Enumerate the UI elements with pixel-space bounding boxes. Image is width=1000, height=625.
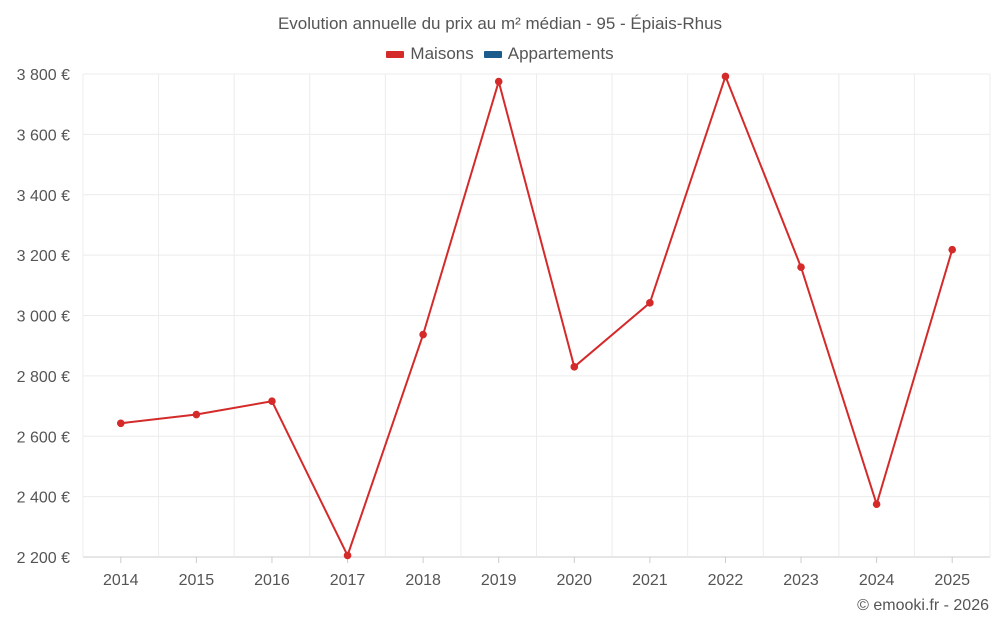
y-tick-label: 2 600 € [17,429,70,446]
x-tick-label: 2016 [254,572,290,589]
data-point [948,245,957,254]
x-tick-label: 2019 [481,572,517,589]
x-tick-label: 2021 [632,572,668,589]
y-tick-label: 2 800 € [17,369,70,386]
data-point [646,299,654,307]
data-point [116,419,125,428]
legend-label-appartements: Appartements [507,44,614,63]
x-tick-label: 2017 [330,572,366,589]
y-tick-label: 2 200 € [17,550,70,567]
x-tick-label: 2018 [405,572,441,589]
data-point [872,500,881,508]
data-point [343,551,352,560]
x-tick-label: 2025 [934,572,970,589]
credit-text: © emooki.fr - 2026 [857,597,989,614]
x-tick-label: 2022 [708,572,744,589]
x-tick-label: 2024 [859,572,895,589]
legend-swatch-maisons [386,50,405,58]
x-tick-label: 2015 [179,572,215,589]
legend: Maisons Appartements [0,44,1000,64]
legend-item-appartements[interactable]: Appartements [483,44,614,64]
data-point [570,363,579,371]
y-tick-label: 2 400 € [17,490,70,507]
y-tick-label: 3 400 € [17,188,70,205]
legend-swatch-appartements [483,50,502,58]
data-point [494,77,503,86]
data-point [192,410,201,419]
data-point [419,330,427,339]
x-tick-label: 2023 [783,572,819,589]
y-tick-label: 3 200 € [17,248,70,265]
data-point [797,263,805,272]
chart-title: Evolution annuelle du prix au m² médian … [277,14,723,33]
legend-item-maisons[interactable]: Maisons [386,44,474,64]
legend-label-maisons: Maisons [410,44,474,63]
x-tick-label: 2020 [556,572,592,589]
series-line-maisons [120,75,954,557]
y-tick-label: 3 600 € [17,127,70,144]
x-tick-label: 2014 [103,572,139,589]
y-tick-label: 3 000 € [17,309,70,326]
data-point [721,72,730,81]
data-point [268,397,276,406]
y-tick-label: 3 800 € [17,67,70,84]
